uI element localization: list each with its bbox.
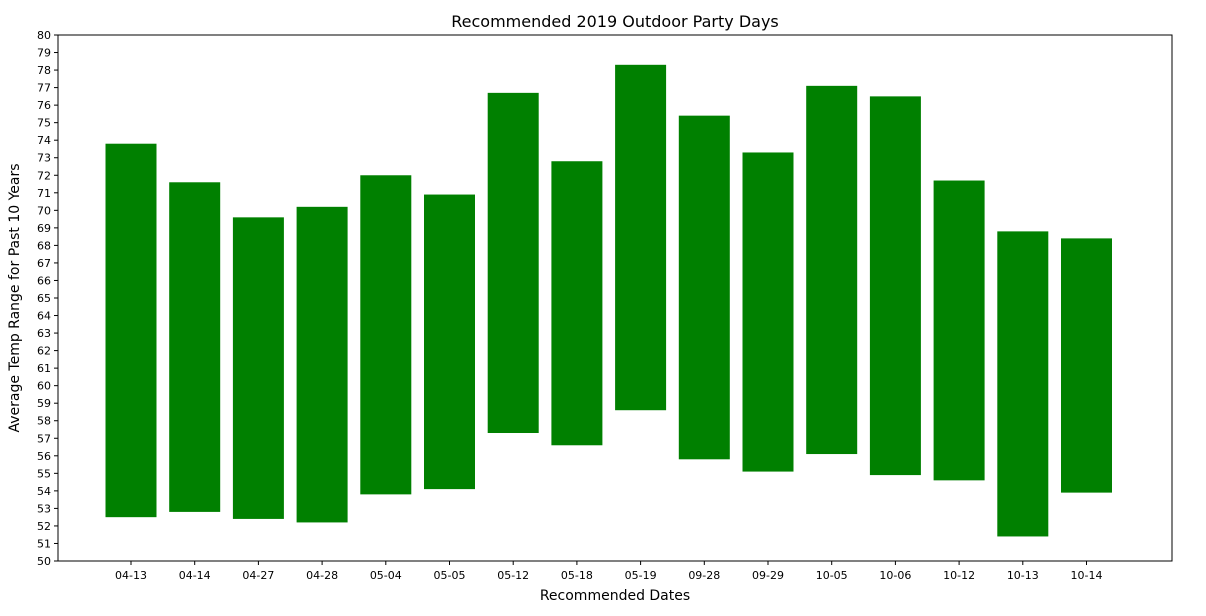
- y-axis-ticks: 50 51 52 53 54 55 56 57 58 59 60 61 62 63 64 65 66 67 68 69…: [37, 29, 58, 568]
- bar-09-29: [742, 152, 794, 472]
- y-tick-label: 57: [37, 432, 51, 445]
- x-axis-ticks: 04-13 04-14 04-27 04-28 05-04 05-05 05-12 05-18…: [115, 561, 1102, 582]
- y-tick-label: 69: [37, 222, 51, 235]
- y-tick-label: 68: [37, 239, 51, 252]
- x-tick-label: 04-28: [306, 569, 338, 582]
- y-tick-label: 67: [37, 257, 51, 270]
- y-tick-label: 54: [37, 485, 51, 498]
- y-tick-label: 72: [37, 169, 51, 182]
- bar-10-14: [1061, 238, 1112, 493]
- x-tick-label: 05-04: [370, 569, 402, 582]
- y-tick-label: 80: [37, 29, 51, 42]
- bar-10-12: [933, 180, 985, 481]
- bar-04-28: [296, 206, 348, 523]
- bar-04-14: [169, 182, 221, 512]
- bar-10-06: [869, 96, 921, 476]
- y-tick-label: 55: [37, 467, 51, 480]
- x-tick-label: 10-13: [1007, 569, 1039, 582]
- bar-04-27: [232, 217, 284, 519]
- y-tick-label: 79: [37, 47, 51, 60]
- bar-09-28: [678, 115, 730, 460]
- y-tick-label: 77: [37, 82, 51, 95]
- bar-05-04: [360, 175, 412, 495]
- bar-05-05: [424, 194, 475, 490]
- x-tick-label: 09-29: [752, 569, 784, 582]
- bar-10-05: [806, 85, 858, 455]
- x-tick-label: 09-28: [688, 569, 720, 582]
- y-tick-label: 74: [37, 134, 51, 147]
- bar-04-13: [105, 143, 157, 518]
- x-tick-label: 10-12: [943, 569, 975, 582]
- y-tick-label: 64: [37, 310, 51, 323]
- x-tick-label: 04-14: [179, 569, 211, 582]
- y-tick-label: 75: [37, 117, 51, 130]
- y-tick-label: 62: [37, 345, 51, 358]
- x-tick-label: 05-12: [497, 569, 529, 582]
- y-tick-label: 73: [37, 152, 51, 165]
- y-tick-label: 76: [37, 99, 51, 112]
- bar-05-12: [487, 92, 539, 434]
- bars-layer: [105, 64, 1112, 537]
- x-tick-label: 10-05: [816, 569, 848, 582]
- x-tick-label: 05-18: [561, 569, 593, 582]
- x-tick-label: 05-19: [625, 569, 657, 582]
- x-tick-label: 10-06: [879, 569, 911, 582]
- y-tick-label: 50: [37, 555, 51, 568]
- y-tick-label: 59: [37, 397, 51, 410]
- y-tick-label: 65: [37, 292, 51, 305]
- y-tick-label: 61: [37, 362, 51, 375]
- x-tick-label: 10-14: [1071, 569, 1103, 582]
- x-tick-label: 04-27: [242, 569, 274, 582]
- y-tick-label: 53: [37, 502, 51, 515]
- y-tick-label: 58: [37, 415, 51, 428]
- chart-title: Recommended 2019 Outdoor Party Days: [451, 12, 779, 31]
- y-axis-label: Average Temp Range for Past 10 Years: [7, 163, 23, 432]
- y-tick-label: 71: [37, 187, 51, 200]
- y-tick-label: 66: [37, 274, 51, 287]
- bar-05-18: [551, 161, 603, 446]
- y-tick-label: 51: [37, 537, 51, 550]
- plot-frame: [57, 34, 1173, 562]
- x-tick-label: 05-05: [434, 569, 466, 582]
- y-tick-label: 52: [37, 520, 51, 533]
- y-tick-label: 60: [37, 380, 51, 393]
- bar-10-13: [997, 231, 1049, 537]
- y-tick-label: 78: [37, 64, 51, 77]
- bar-05-19: [615, 64, 667, 411]
- x-tick-label: 04-13: [115, 569, 147, 582]
- y-tick-label: 70: [37, 204, 51, 217]
- y-tick-label: 56: [37, 450, 51, 463]
- x-axis-label: Recommended Dates: [540, 588, 690, 604]
- y-tick-label: 63: [37, 327, 51, 340]
